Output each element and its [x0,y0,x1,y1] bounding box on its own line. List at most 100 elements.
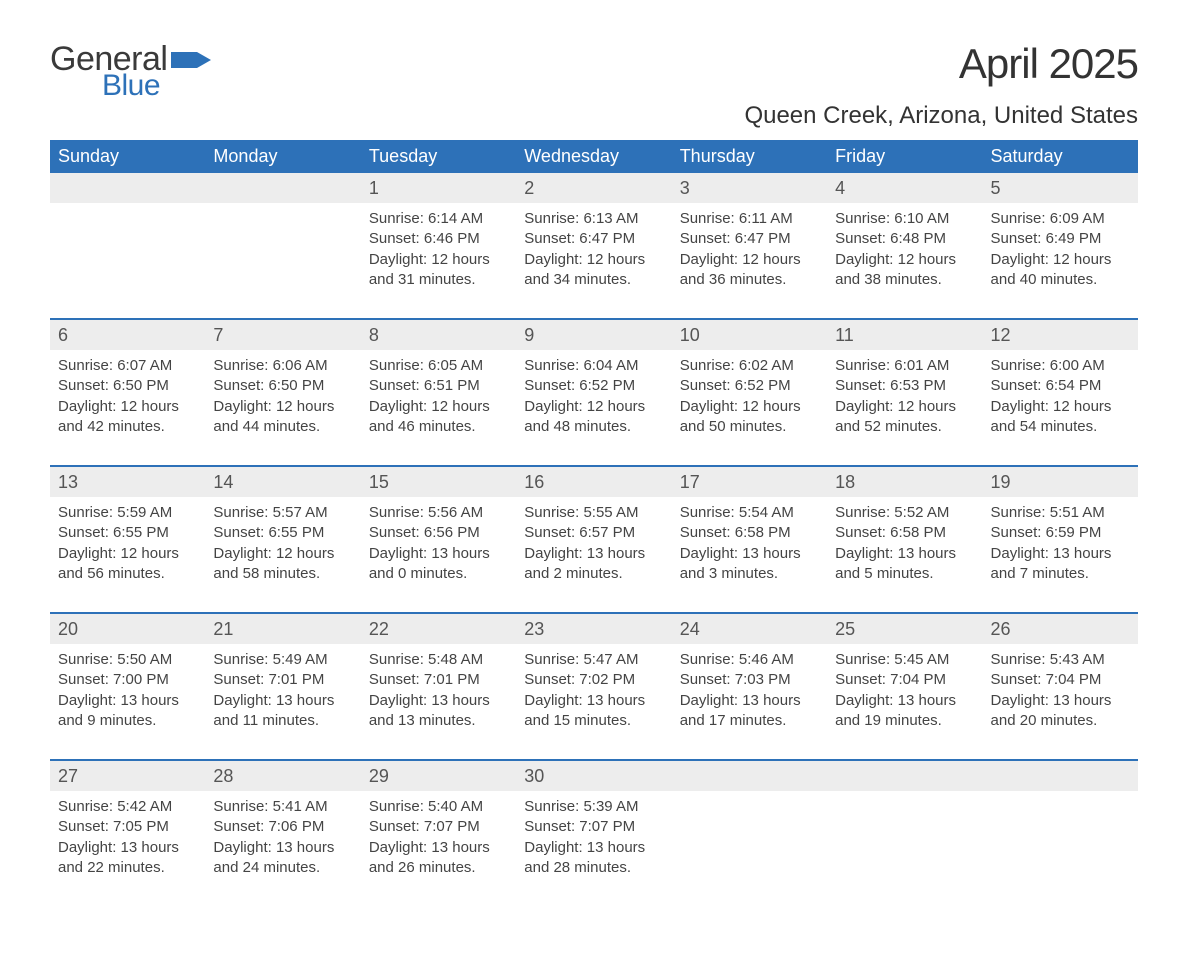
weekday-header: Tuesday [361,140,516,173]
week-detail-row: Sunrise: 5:59 AM Sunset: 6:55 PM Dayligh… [50,497,1138,613]
day-cell [672,791,827,906]
daylight-text: Daylight: 13 hours [58,691,197,711]
day-cell: Sunrise: 5:59 AM Sunset: 6:55 PM Dayligh… [50,497,205,613]
sunrise-text: Sunrise: 5:39 AM [524,797,663,817]
day-number: 28 [205,760,360,791]
daylight-text: and 42 minutes. [58,417,197,437]
day-cell: Sunrise: 5:46 AM Sunset: 7:03 PM Dayligh… [672,644,827,760]
day-number: 30 [516,760,671,791]
sunrise-text: Sunrise: 5:45 AM [835,650,974,670]
day-number: 29 [361,760,516,791]
daylight-text: Daylight: 12 hours [835,250,974,270]
day-cell: Sunrise: 5:57 AM Sunset: 6:55 PM Dayligh… [205,497,360,613]
day-number: 16 [516,466,671,497]
header: General Blue April 2025 Queen Creek, Ari… [50,40,1138,140]
day-cell: Sunrise: 6:05 AM Sunset: 6:51 PM Dayligh… [361,350,516,466]
sunset-text: Sunset: 6:54 PM [991,376,1130,396]
week-daynum-row: 13 14 15 16 17 18 19 [50,466,1138,497]
sunset-text: Sunset: 7:06 PM [213,817,352,837]
daylight-text: Daylight: 13 hours [369,544,508,564]
sunset-text: Sunset: 7:03 PM [680,670,819,690]
sunset-text: Sunset: 6:52 PM [524,376,663,396]
daylight-text: Daylight: 12 hours [991,250,1130,270]
day-cell: Sunrise: 5:42 AM Sunset: 7:05 PM Dayligh… [50,791,205,906]
day-cell: Sunrise: 5:47 AM Sunset: 7:02 PM Dayligh… [516,644,671,760]
sunset-text: Sunset: 7:00 PM [58,670,197,690]
sunrise-text: Sunrise: 6:09 AM [991,209,1130,229]
day-cell: Sunrise: 5:41 AM Sunset: 7:06 PM Dayligh… [205,791,360,906]
daylight-text: Daylight: 13 hours [369,838,508,858]
sunrise-text: Sunrise: 5:42 AM [58,797,197,817]
daylight-text: Daylight: 12 hours [58,544,197,564]
daylight-text: and 3 minutes. [680,564,819,584]
day-number: 11 [827,319,982,350]
daylight-text: Daylight: 12 hours [213,544,352,564]
day-cell: Sunrise: 5:52 AM Sunset: 6:58 PM Dayligh… [827,497,982,613]
sunrise-text: Sunrise: 5:49 AM [213,650,352,670]
day-cell: Sunrise: 5:39 AM Sunset: 7:07 PM Dayligh… [516,791,671,906]
daylight-text: and 36 minutes. [680,270,819,290]
day-number: 7 [205,319,360,350]
daylight-text: and 38 minutes. [835,270,974,290]
daylight-text: and 7 minutes. [991,564,1130,584]
daylight-text: and 31 minutes. [369,270,508,290]
daylight-text: Daylight: 13 hours [991,691,1130,711]
daylight-text: Daylight: 13 hours [680,544,819,564]
day-cell: Sunrise: 5:54 AM Sunset: 6:58 PM Dayligh… [672,497,827,613]
sunrise-text: Sunrise: 5:46 AM [680,650,819,670]
daylight-text: Daylight: 13 hours [58,838,197,858]
sunrise-text: Sunrise: 5:52 AM [835,503,974,523]
daylight-text: and 2 minutes. [524,564,663,584]
sunset-text: Sunset: 6:59 PM [991,523,1130,543]
daylight-text: and 54 minutes. [991,417,1130,437]
sunrise-text: Sunrise: 5:40 AM [369,797,508,817]
sunset-text: Sunset: 6:56 PM [369,523,508,543]
day-number: 6 [50,319,205,350]
week-daynum-row: 20 21 22 23 24 25 26 [50,613,1138,644]
day-cell: Sunrise: 6:01 AM Sunset: 6:53 PM Dayligh… [827,350,982,466]
daylight-text: and 56 minutes. [58,564,197,584]
day-number: 15 [361,466,516,497]
sunrise-text: Sunrise: 5:47 AM [524,650,663,670]
daylight-text: Daylight: 12 hours [835,397,974,417]
daylight-text: and 48 minutes. [524,417,663,437]
day-number: 26 [983,613,1138,644]
page: General Blue April 2025 Queen Creek, Ari… [0,0,1188,966]
day-number: 13 [50,466,205,497]
day-number: 22 [361,613,516,644]
day-number [827,760,982,791]
weekday-header: Monday [205,140,360,173]
week-daynum-row: 1 2 3 4 5 [50,173,1138,203]
sunrise-text: Sunrise: 5:59 AM [58,503,197,523]
sunset-text: Sunset: 6:55 PM [58,523,197,543]
day-number: 4 [827,173,982,203]
sunset-text: Sunset: 6:50 PM [213,376,352,396]
weekday-header: Sunday [50,140,205,173]
day-cell [983,791,1138,906]
daylight-text: and 58 minutes. [213,564,352,584]
sunrise-text: Sunrise: 5:50 AM [58,650,197,670]
daylight-text: Daylight: 13 hours [369,691,508,711]
day-cell: Sunrise: 6:07 AM Sunset: 6:50 PM Dayligh… [50,350,205,466]
day-number: 24 [672,613,827,644]
week-daynum-row: 27 28 29 30 [50,760,1138,791]
day-number: 19 [983,466,1138,497]
day-cell: Sunrise: 5:45 AM Sunset: 7:04 PM Dayligh… [827,644,982,760]
daylight-text: and 5 minutes. [835,564,974,584]
daylight-text: Daylight: 12 hours [680,397,819,417]
sunrise-text: Sunrise: 6:02 AM [680,356,819,376]
sunset-text: Sunset: 7:05 PM [58,817,197,837]
day-number [672,760,827,791]
sunrise-text: Sunrise: 6:13 AM [524,209,663,229]
daylight-text: and 28 minutes. [524,858,663,878]
sunset-text: Sunset: 7:07 PM [524,817,663,837]
sunrise-text: Sunrise: 6:10 AM [835,209,974,229]
day-cell: Sunrise: 5:40 AM Sunset: 7:07 PM Dayligh… [361,791,516,906]
month-title: April 2025 [744,40,1138,88]
sunrise-text: Sunrise: 6:06 AM [213,356,352,376]
flag-icon [171,48,211,72]
day-number: 20 [50,613,205,644]
sunset-text: Sunset: 6:50 PM [58,376,197,396]
day-cell: Sunrise: 6:06 AM Sunset: 6:50 PM Dayligh… [205,350,360,466]
day-number: 10 [672,319,827,350]
